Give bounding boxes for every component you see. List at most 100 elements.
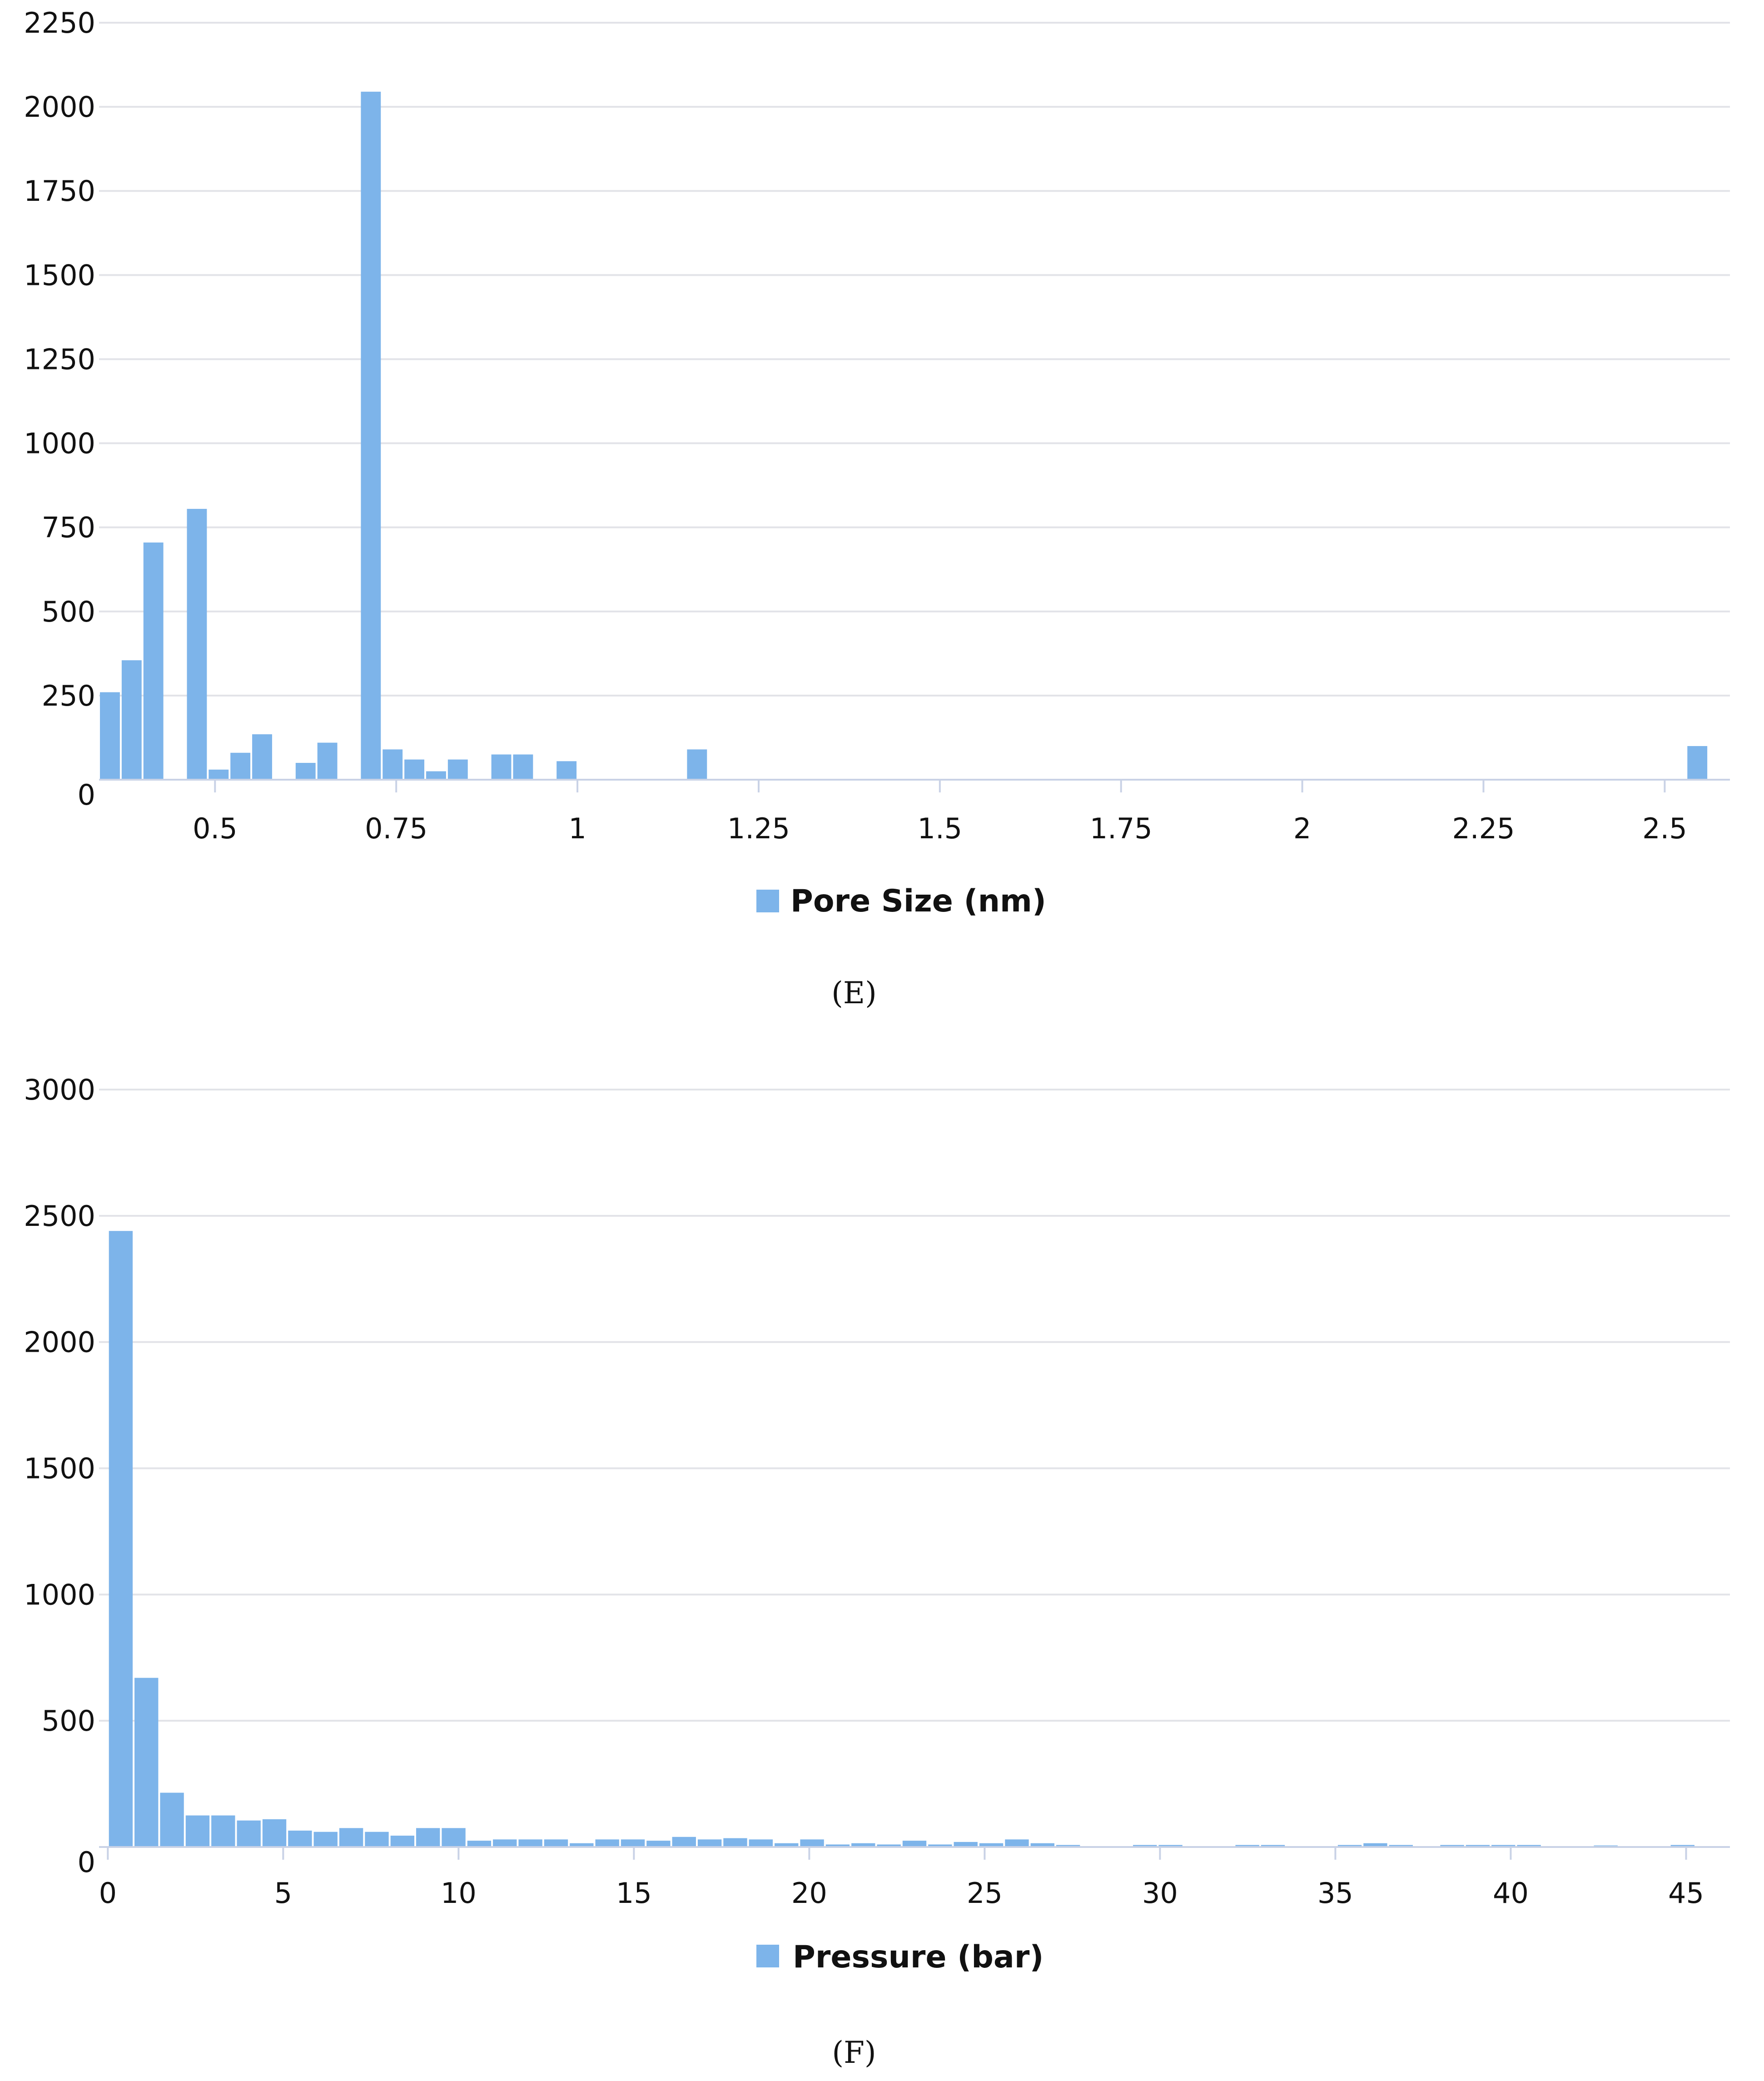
legend-swatch (756, 1945, 779, 1967)
y-tick-label: 0 (78, 1846, 95, 1879)
bar (252, 734, 272, 780)
bar (775, 1843, 799, 1847)
x-tick-label: 5 (274, 1877, 292, 1910)
bar (800, 1839, 824, 1847)
bar (979, 1843, 1004, 1847)
gridlines (99, 1089, 1730, 1722)
bar (209, 769, 229, 780)
legend-label: Pressure (bar) (793, 1939, 1043, 1975)
bar (1389, 1845, 1413, 1847)
y-tick-label: 2500 (24, 1200, 95, 1233)
bar (557, 761, 577, 780)
y-axis-ticks: 0 500 1000 1500 2000 2500 3000 (24, 1073, 95, 1879)
bar (426, 771, 446, 780)
x-axis-ticks: 0.5 0.75 1 1.25 1.5 1.75 2 2.25 2.5 (193, 780, 1687, 845)
bar (723, 1838, 747, 1847)
legend-label: Pore Size (nm) (790, 883, 1046, 919)
bar (134, 1678, 159, 1847)
bar (1687, 746, 1708, 780)
y-tick-label: 1500 (24, 1452, 95, 1485)
x-tick-label: 1.75 (1090, 812, 1153, 845)
bar (1491, 1845, 1516, 1847)
y-axis-ticks: 0 250 500 750 1000 1250 1500 1750 2000 2250 (24, 6, 95, 811)
bar (143, 542, 164, 780)
bar (749, 1839, 773, 1847)
bar (877, 1844, 901, 1847)
y-tick-label: 1750 (24, 174, 95, 208)
x-tick-label: 2 (1293, 812, 1311, 845)
legend: Pressure (bar) (756, 1939, 1043, 1975)
y-tick-label: 1000 (24, 427, 95, 460)
bar (313, 1832, 338, 1847)
bar (1133, 1845, 1157, 1847)
bar (339, 1828, 363, 1847)
bar (295, 762, 316, 780)
panel-label: (E) (831, 976, 877, 1011)
bar (237, 1820, 261, 1847)
bar (1030, 1843, 1054, 1847)
x-tick-label: 2.25 (1452, 812, 1515, 845)
bar (100, 692, 120, 780)
x-tick-label: 30 (1142, 1877, 1178, 1910)
x-tick-label: 0.75 (365, 812, 427, 845)
bar (646, 1841, 671, 1847)
x-tick-label: 0.5 (193, 812, 238, 845)
panel-label: (F) (832, 2035, 876, 2070)
bar (1337, 1845, 1362, 1847)
x-tick-label: 1.5 (918, 812, 963, 845)
bar (687, 749, 707, 780)
y-tick-label: 250 (42, 679, 95, 712)
bar (442, 1828, 466, 1847)
bar (447, 759, 468, 780)
y-tick-label: 500 (42, 595, 95, 628)
bar (211, 1815, 235, 1847)
bar (954, 1842, 978, 1847)
bar (390, 1835, 414, 1847)
bar (187, 508, 207, 780)
y-tick-label: 3000 (24, 1073, 95, 1106)
bar (404, 759, 424, 780)
bar (491, 754, 512, 780)
bar (185, 1815, 210, 1847)
bar (851, 1843, 875, 1847)
x-tick-label: 15 (616, 1877, 652, 1910)
y-tick-label: 2250 (24, 6, 95, 40)
bar (1005, 1839, 1029, 1847)
x-tick-label: 25 (967, 1877, 1003, 1910)
x-tick-label: 45 (1668, 1877, 1704, 1910)
y-tick-label: 0 (78, 778, 95, 811)
bar (902, 1841, 927, 1847)
y-tick-label: 2000 (24, 90, 95, 124)
bar (288, 1830, 312, 1847)
bar (518, 1839, 542, 1847)
gridlines (99, 22, 1730, 697)
bar (1261, 1845, 1285, 1847)
bar (825, 1844, 850, 1847)
bar (544, 1839, 568, 1847)
x-tick-label: 1 (568, 812, 586, 845)
bar (1440, 1845, 1464, 1847)
bars (109, 1231, 1694, 1847)
bar (697, 1839, 722, 1847)
y-tick-label: 2000 (24, 1326, 95, 1359)
x-tick-label: 35 (1317, 1877, 1353, 1910)
pressure-histogram: 0 500 1000 1500 2000 2500 3000 0 5 10 15 20 25 30 35 4… (24, 1073, 1730, 2070)
x-tick-label: 0 (99, 1877, 117, 1910)
y-tick-label: 750 (42, 511, 95, 544)
y-tick-label: 500 (42, 1704, 95, 1737)
bar (621, 1839, 645, 1847)
bar (361, 91, 381, 780)
x-tick-label: 20 (791, 1877, 827, 1910)
bar (230, 752, 251, 780)
x-tick-label: 1.25 (727, 812, 790, 845)
bar (1466, 1845, 1490, 1847)
bar (365, 1832, 389, 1847)
bar (317, 742, 338, 780)
legend-swatch (756, 890, 779, 912)
bar (1158, 1845, 1183, 1847)
bar (595, 1839, 619, 1847)
y-tick-label: 1000 (24, 1578, 95, 1611)
x-axis-ticks: 0 5 10 15 20 25 30 35 40 45 (99, 1847, 1704, 1910)
